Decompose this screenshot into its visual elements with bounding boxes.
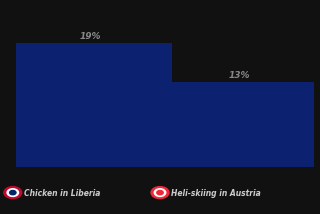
Bar (9, 43, 172, 167)
Bar (157, 82, 320, 167)
Text: 13%: 13% (228, 71, 250, 80)
Text: Heli-skiing in Austria: Heli-skiing in Austria (171, 189, 261, 198)
Text: Chicken in Liberia: Chicken in Liberia (24, 189, 100, 198)
Text: 19%: 19% (80, 32, 101, 41)
